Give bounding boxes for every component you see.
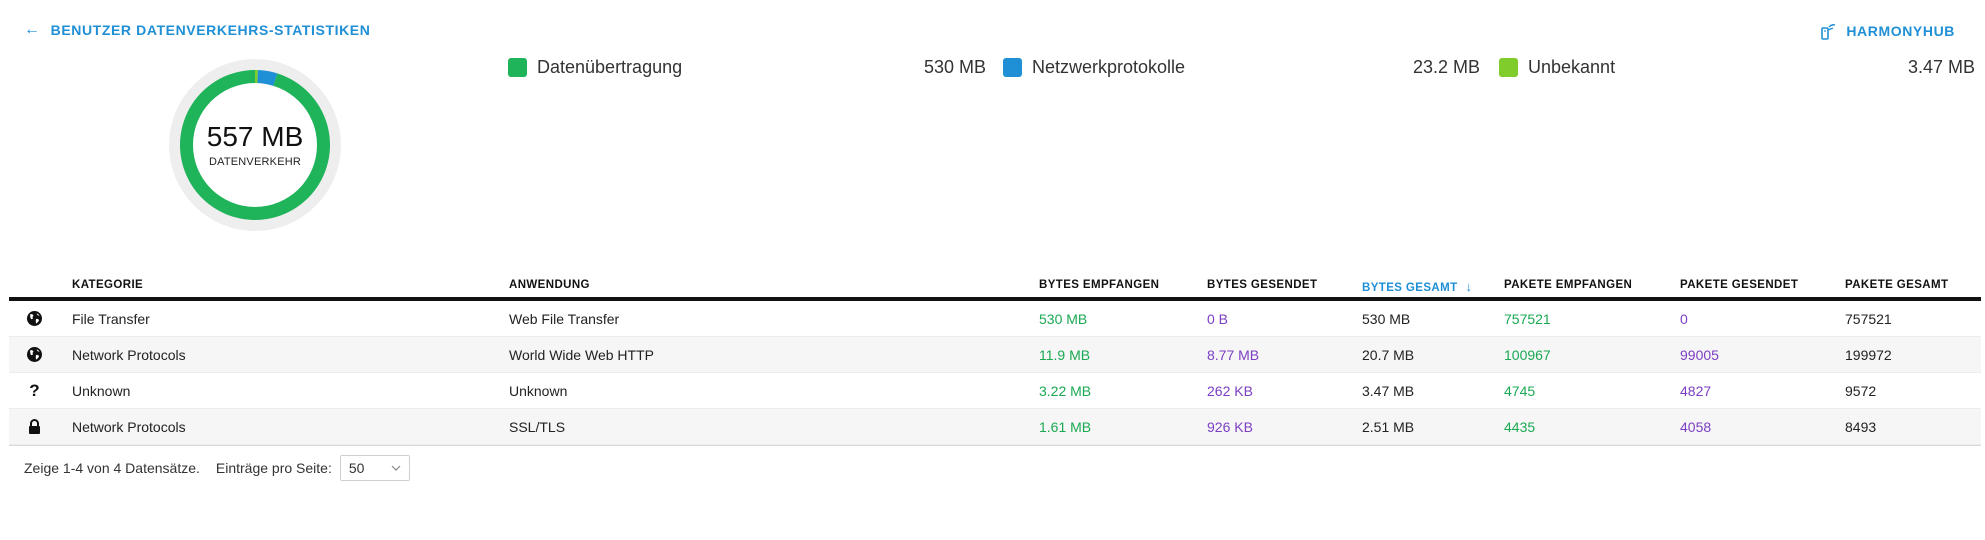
arrow-left-icon: ← [24,21,41,38]
table-bottom-divider [9,445,1981,446]
legend-swatch [508,57,527,77]
lock-icon [29,419,40,434]
cell-bytes-sent: 926 KB [1207,419,1253,435]
column-header-bytes-received[interactable]: BYTES EMPFANGEN [1039,279,1160,291]
table-header: KATEGORIE ANWENDUNG BYTES EMPFANGEN BYTE… [9,275,1981,297]
cell-bytes-total: 530 MB [1362,311,1411,327]
back-link[interactable]: ← BENUTZER DATENVERKEHRS-STATISTIKEN [24,21,371,39]
donut-hole [193,83,317,207]
cell-application: SSL/TLS [509,419,566,435]
table-row[interactable]: Network Protocols SSL/TLS 1.61 MB 926 KB… [9,409,1981,445]
cell-bytes-sent: 0 B [1207,311,1229,327]
cell-packets-sent: 99005 [1680,347,1719,363]
per-page-label: Einträge pro Seite: [215,460,332,476]
pagination-summary: Zeige 1-4 von 4 Datensätze. [24,460,200,476]
donut-center: 557 MB DATENVERKEHR [165,55,345,235]
device-link-label: HARMONYHUB [1846,23,1955,39]
globe-icon [27,311,42,326]
donut-svg [169,59,341,231]
legend-name: Unbekannt [1528,56,1616,77]
cell-bytes-received: 1.61 MB [1039,419,1092,435]
traffic-donut-chart: 557 MB DATENVERKEHR [165,55,345,235]
column-header-bytes-sent[interactable]: BYTES GESENDET [1207,279,1318,291]
cell-bytes-sent: 8.77 MB [1207,347,1260,363]
cell-category: Network Protocols [72,419,186,435]
table-row[interactable]: File Transfer Web File Transfer 530 MB 0… [9,301,1981,337]
cell-packets-received: 757521 [1504,311,1551,327]
per-page-value: 50 [348,460,365,476]
column-header-category[interactable]: KATEGORIE [72,279,144,291]
legend-item-data-transfer: Datenübertragung [508,56,682,78]
cell-packets-total: 8493 [1845,419,1877,435]
globe-icon [27,347,42,362]
column-header-application[interactable]: ANWENDUNG [509,279,590,291]
arrow-down-icon: ↓ [1465,279,1473,294]
back-link-label: BENUTZER DATENVERKEHRS-STATISTIKEN [50,22,371,38]
column-header-packets-sent[interactable]: PAKETE GESENDET [1680,279,1799,291]
question-icon: ? [29,381,40,400]
cell-packets-sent: 4827 [1680,383,1712,399]
column-header-packets-received[interactable]: PAKETE EMPFANGEN [1504,279,1633,291]
cell-category: File Transfer [72,311,150,327]
cell-packets-received: 4745 [1504,383,1536,399]
legend-value-data-transfer: 530 MB [923,57,986,77]
total-traffic-value: 557 MB [206,120,304,152]
total-traffic-label: DATENVERKEHR [208,156,302,169]
header-divider [9,297,1981,301]
cell-category: Network Protocols [72,347,186,363]
pagination: Zeige 1-4 von 4 Datensätze. Einträge pro… [24,455,410,481]
traffic-table: KATEGORIE ANWENDUNG BYTES EMPFANGEN BYTE… [9,275,1981,446]
per-page-select[interactable]: 50 [339,455,410,481]
legend-item-network-protocols: Netzwerkprotokolle [1003,56,1185,78]
column-header-bytes-total[interactable]: BYTES GESAMT ↓ [1362,279,1472,294]
legend-value-network-protocols: 23.2 MB [1412,57,1480,77]
column-header-bytes-total-label: BYTES GESAMT [1362,282,1458,294]
cell-bytes-sent: 262 KB [1207,383,1253,399]
cell-application: Unknown [509,383,568,399]
cell-bytes-received: 11.9 MB [1039,347,1091,363]
legend-value-unknown: 3.47 MB [1907,57,1975,77]
cell-packets-total: 9572 [1845,383,1877,399]
legend-name: Netzwerkprotokolle [1032,56,1186,77]
cell-packets-sent: 4058 [1680,419,1712,435]
cell-packets-sent: 0 [1680,311,1688,327]
cell-category: Unknown [72,383,131,399]
device-link[interactable]: HARMONYHUB [1820,22,1955,40]
cell-bytes-total: 3.47 MB [1362,383,1415,399]
cell-application: World Wide Web HTTP [509,347,654,363]
cell-bytes-total: 2.51 MB [1362,419,1415,435]
legend-name: Datenübertragung [537,56,683,77]
device-icon [1821,24,1836,40]
cell-application: Web File Transfer [509,311,620,327]
cell-bytes-received: 3.22 MB [1039,383,1092,399]
column-header-packets-total[interactable]: PAKETE GESAMT [1845,279,1949,291]
legend-swatch [1499,57,1518,77]
legend-item-unknown: Unbekannt [1499,56,1615,78]
cell-packets-total: 199972 [1845,347,1892,363]
cell-bytes-total: 20.7 MB [1362,347,1415,363]
cell-packets-received: 100967 [1504,347,1551,363]
legend-swatch [1003,57,1022,77]
table-row[interactable]: Network Protocols World Wide Web HTTP 11… [9,337,1981,373]
cell-packets-received: 4435 [1504,419,1536,435]
cell-bytes-received: 530 MB [1039,311,1088,327]
table-row[interactable]: ? Unknown Unknown 3.22 MB 262 KB 3.47 MB… [9,373,1981,409]
cell-packets-total: 757521 [1845,311,1892,327]
chevron-down-icon [391,465,401,471]
